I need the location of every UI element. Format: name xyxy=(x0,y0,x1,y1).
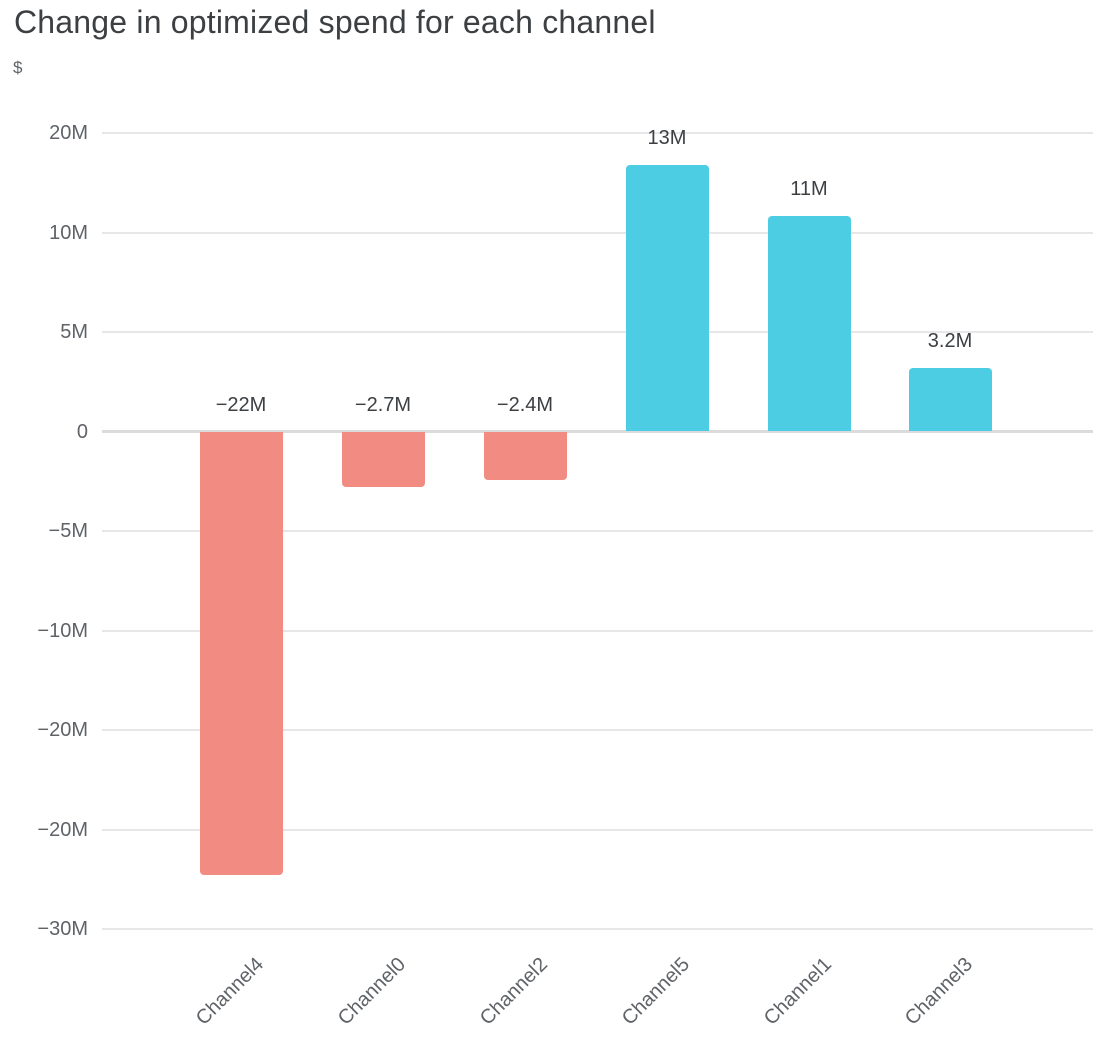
x-axis-label-channel1: Channel1 xyxy=(759,953,836,1030)
bar-channel0[interactable] xyxy=(341,431,425,487)
bar-value-label-channel5: 13M xyxy=(647,126,687,149)
y-gridline xyxy=(102,331,1093,333)
zero-baseline xyxy=(102,430,1093,433)
bar-value-label-channel2: −2.4M xyxy=(496,393,554,416)
bar-channel1[interactable] xyxy=(767,215,851,432)
y-gridline xyxy=(102,231,1093,234)
y-gridline xyxy=(102,132,1093,134)
x-axis-label-channel4: Channel4 xyxy=(191,953,268,1030)
x-axis-label-channel5: Channel5 xyxy=(617,953,694,1030)
bar-channel3[interactable] xyxy=(908,367,992,432)
y-tick-label: 20M xyxy=(49,122,88,144)
y-gridline xyxy=(102,530,1093,532)
bar-value-label-channel0: −2.7M xyxy=(354,393,412,416)
x-axis-label-channel3: Channel3 xyxy=(900,953,977,1030)
y-tick-label: 0 xyxy=(76,420,88,443)
bar-value-label-channel3: 3.2M xyxy=(927,329,973,352)
y-tick-label: 10M xyxy=(49,221,88,244)
y-tick-label: 5M xyxy=(60,321,88,343)
y-tick-label: −20M xyxy=(37,818,88,841)
y-gridline xyxy=(102,928,1093,930)
y-axis-unit-label: $ xyxy=(13,58,23,77)
bar-channel5[interactable] xyxy=(625,164,709,432)
x-axis-label-channel0: Channel0 xyxy=(333,953,410,1030)
bar-value-label-channel4: −22M xyxy=(215,393,267,416)
y-tick-label: −30M xyxy=(37,918,88,940)
y-tick-label: −20M xyxy=(37,719,88,741)
y-tick-label: −5M xyxy=(48,520,88,542)
x-axis-label-channel2: Channel2 xyxy=(475,953,552,1030)
bar-channel2[interactable] xyxy=(483,431,567,481)
bar-channel4[interactable] xyxy=(199,431,283,876)
chart-title: Change in optimized spend for each chann… xyxy=(14,4,656,40)
y-gridline xyxy=(102,729,1093,731)
y-gridline xyxy=(102,629,1093,632)
y-gridline xyxy=(102,828,1093,831)
bar-value-label-channel1: 11M xyxy=(790,177,828,200)
y-tick-label: −10M xyxy=(37,619,88,642)
